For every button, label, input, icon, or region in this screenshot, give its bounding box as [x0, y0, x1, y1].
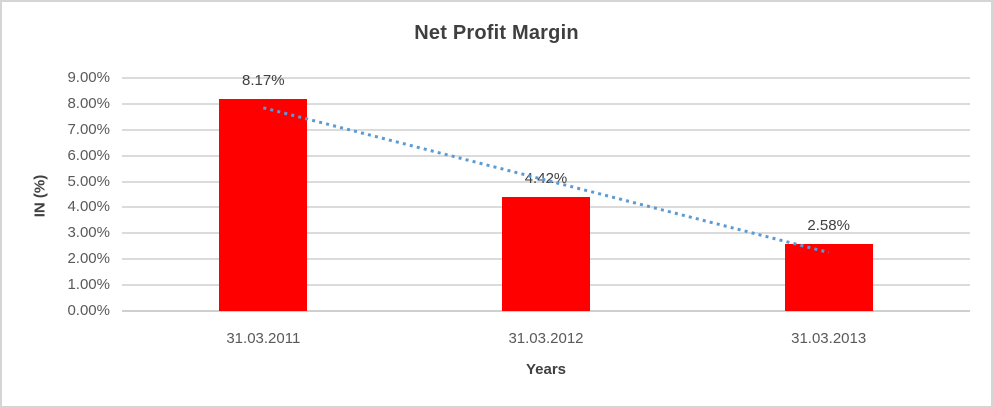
chart-title: Net Profit Margin	[414, 22, 579, 44]
y-tick-label: 9.00%	[67, 69, 110, 86]
y-tick-label: 1.00%	[67, 276, 110, 294]
y-tick-label: 2.00%	[67, 250, 110, 268]
x-tick-label: 31.03.2013	[791, 330, 867, 347]
y-tick-label: 7.00%	[67, 120, 110, 138]
x-tick-label: 31.03.2011	[226, 330, 301, 347]
y-tick-label: 6.00%	[67, 146, 110, 164]
bar-data-label: 2.58%	[807, 217, 850, 235]
bar-31.03.2013[interactable]	[784, 244, 873, 311]
bar-data-label: 8.17%	[242, 72, 285, 90]
y-tick-label: 3.00%	[67, 224, 110, 242]
x-axis-title: Years	[525, 361, 567, 378]
gridline	[122, 102, 970, 105]
y-tick-label: 8.00%	[67, 94, 110, 112]
bar-31.03.2012[interactable]	[502, 196, 590, 311]
x-tick-label: 31.03.2012	[508, 330, 584, 347]
y-tick-label: 0.00%	[67, 302, 110, 319]
x-axis-line	[122, 310, 970, 312]
bar-31.03.2011[interactable]	[219, 99, 308, 311]
y-tick-label: 4.00%	[67, 198, 110, 216]
gridline	[122, 77, 970, 79]
bar-data-label: 4.42%	[524, 169, 568, 187]
y-tick-label: 5.00%	[67, 172, 110, 190]
